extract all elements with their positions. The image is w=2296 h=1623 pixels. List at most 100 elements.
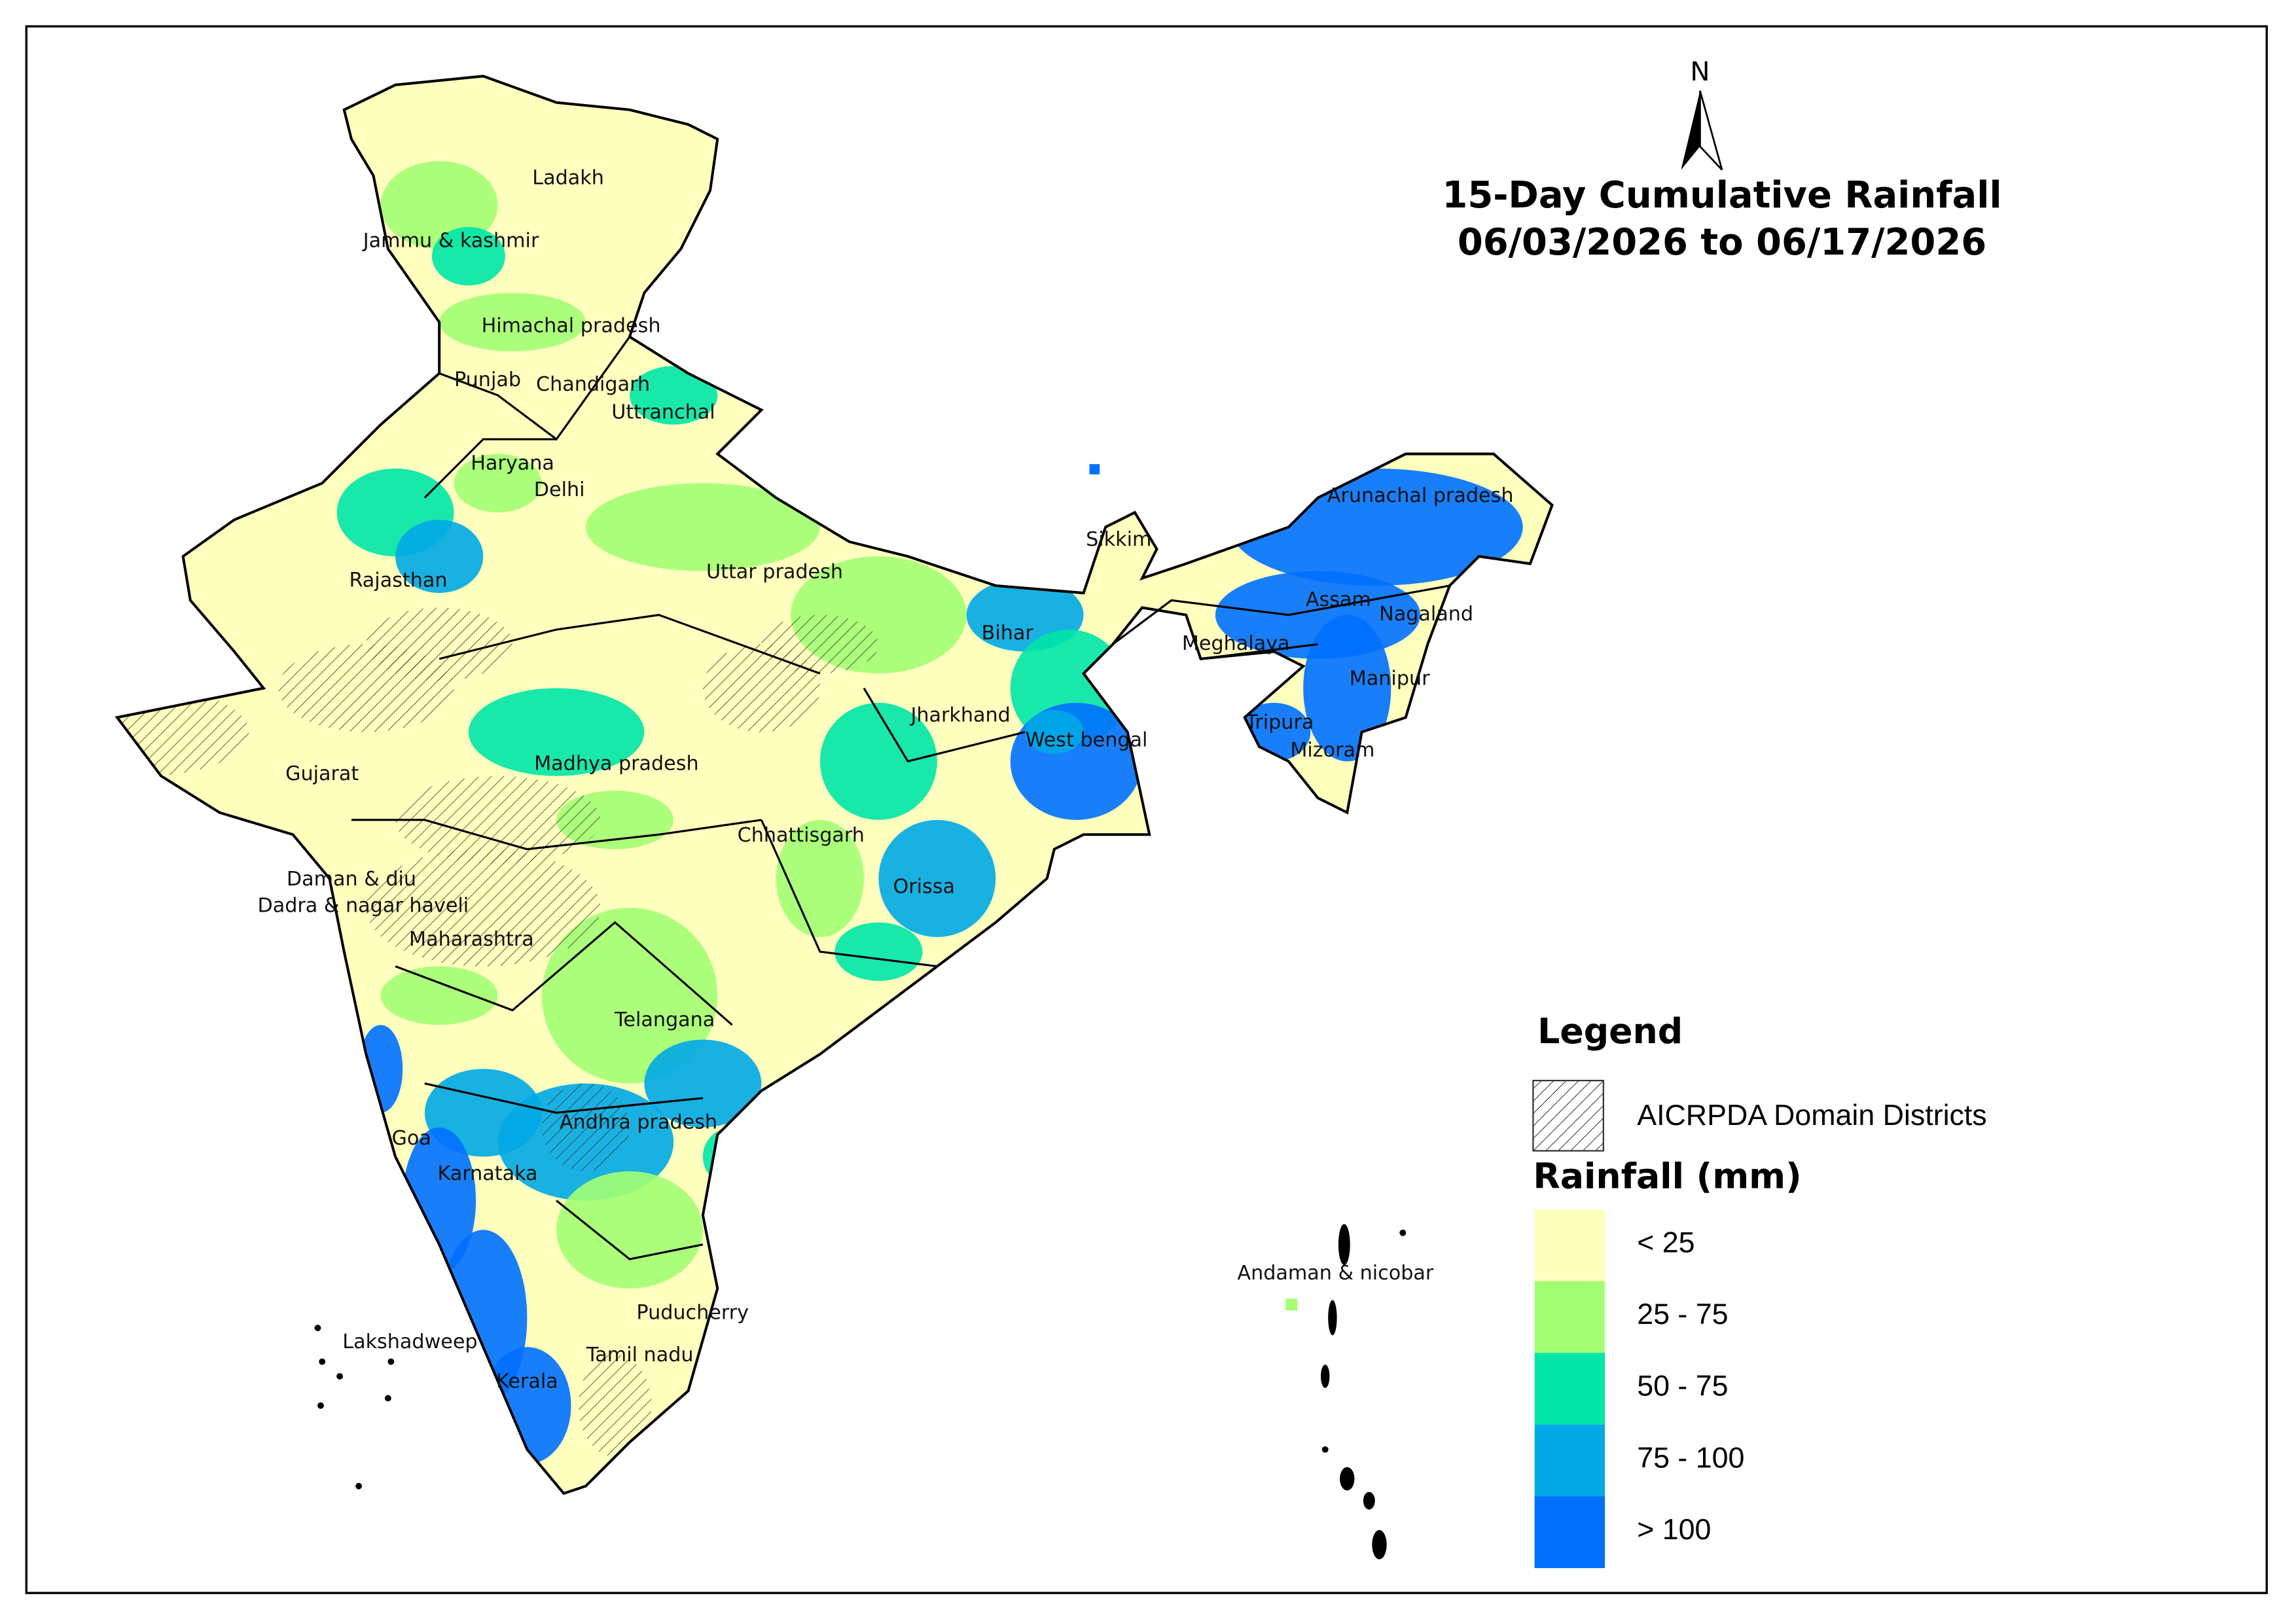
india-outline [115,75,1554,1495]
state-boundary [1112,584,1450,645]
state-label: Haryana [471,452,554,475]
hatch-label: AICRPDA Domain Districts [1637,1099,1986,1132]
map-title: 06/03/2026 to 06/17/2026 [1458,221,1986,264]
state-label: Chandigarh [536,373,650,396]
state-label: Nagaland [1379,603,1473,626]
rainfall-title: Rainfall (mm) [1533,1156,1801,1197]
state-label: Orissa [893,875,955,898]
state-boundary [423,438,557,499]
legend-label: > 100 [1637,1513,1711,1546]
hatched-district [541,1083,630,1171]
island [336,1373,343,1380]
island [319,1358,326,1365]
legend-swatch [1534,1209,1605,1281]
state-label: Manipur [1350,668,1430,690]
state-label: Daman & diu [287,868,416,891]
rainfall-patch [834,922,923,981]
state-boundary [760,819,938,968]
rainfall-patch [454,454,542,513]
rainfall-patch [556,1171,703,1289]
state-label: Arunachal pradesh [1327,484,1514,507]
state-label: Uttar pradesh [706,560,843,583]
north-arrow: N [1681,57,1723,171]
state-label: Ladakh [532,166,604,189]
island [387,1358,395,1365]
island [1321,1446,1329,1453]
state-label: Andhra pradesh [560,1111,717,1133]
state-label: Maharashtra [409,928,534,951]
state-label: Karnataka [437,1162,537,1185]
rainfall-patch [630,366,718,425]
state-label: Puducherry [636,1301,749,1324]
island [1328,1300,1337,1336]
rainfall-patch [878,819,996,937]
state-label: Himachal pradesh [482,314,661,337]
legend-label: 25 - 75 [1637,1298,1728,1330]
state-label: Uttranchal [611,401,715,423]
rainfall-patch [431,226,505,286]
state-boundary [395,921,733,1026]
legend-swatch [1534,1424,1605,1497]
hatched-district [761,615,879,674]
legend-swatch [1534,1496,1605,1569]
map-title: 15-Day Cumulative Rainfall [1442,174,2001,217]
rainfall-patch [380,966,498,1026]
state-label: Goa [391,1127,431,1150]
island [1363,1491,1375,1510]
state-label: Rajasthan [350,569,448,592]
hatch-swatch [1532,1079,1604,1152]
rainfall-patch [1025,710,1084,755]
legend-label: 75 - 100 [1637,1441,1744,1474]
legend-label: < 25 [1637,1226,1695,1258]
island [384,1395,391,1402]
island [317,1402,324,1409]
state-label: Assam [1306,588,1371,611]
rainfall-patch [395,520,484,594]
state-label: Delhi [534,478,585,501]
island [1399,1229,1407,1236]
rainfall-patch [541,908,718,1084]
legend-classes: < 25 25 - 75 50 - 75 75 - 100 > 100 [1534,1209,1744,1569]
state-label: Jharkhand [909,704,1010,727]
hatched-district [578,1354,652,1457]
isolated-cell [1089,464,1100,474]
state-label: Andaman & nicobar [1237,1262,1433,1285]
state-label: Tamil nadu [586,1344,694,1366]
state-label: Kerala [496,1370,558,1393]
state-label: Lakshadweep [342,1330,477,1353]
hatched-district [117,688,249,776]
hatched-district [366,607,513,681]
state-boundary [439,336,631,441]
state-label: Chhattisgarh [738,824,865,847]
state-label: Sikkim [1086,528,1151,551]
state-boundary [863,687,1026,763]
hatched-district [395,776,601,864]
state-label: Madhya pradesh [534,752,698,775]
island [1320,1364,1330,1388]
state-label: Mizoram [1290,739,1374,762]
island [314,1325,321,1332]
state-label: Dadra & nagar haveli [257,894,469,917]
state-boundary [556,1200,704,1260]
state-label: Telangana [614,1008,715,1031]
rainfall-patch [439,293,586,351]
legend-swatch [1534,1281,1605,1353]
rainfall-patch [776,819,864,937]
state-label: Jammu & kashmir [362,230,539,253]
state-boundary [424,1082,704,1114]
legend-title: Legend [1537,1010,1683,1052]
island [1372,1529,1387,1560]
state-boundary [351,819,762,851]
state-label: Gujarat [285,762,359,785]
state-boundary [1200,643,1318,660]
legend-label: 50 - 75 [1637,1370,1728,1402]
rainfall-patch [585,483,820,571]
state-label: Bihar [982,622,1034,645]
state-boundary [439,614,821,675]
rainfall-patch [468,688,645,776]
state-label: Tripura [1245,711,1314,734]
island [1340,1467,1355,1491]
state-label: Meghalaya [1182,632,1290,655]
island [1338,1224,1350,1265]
